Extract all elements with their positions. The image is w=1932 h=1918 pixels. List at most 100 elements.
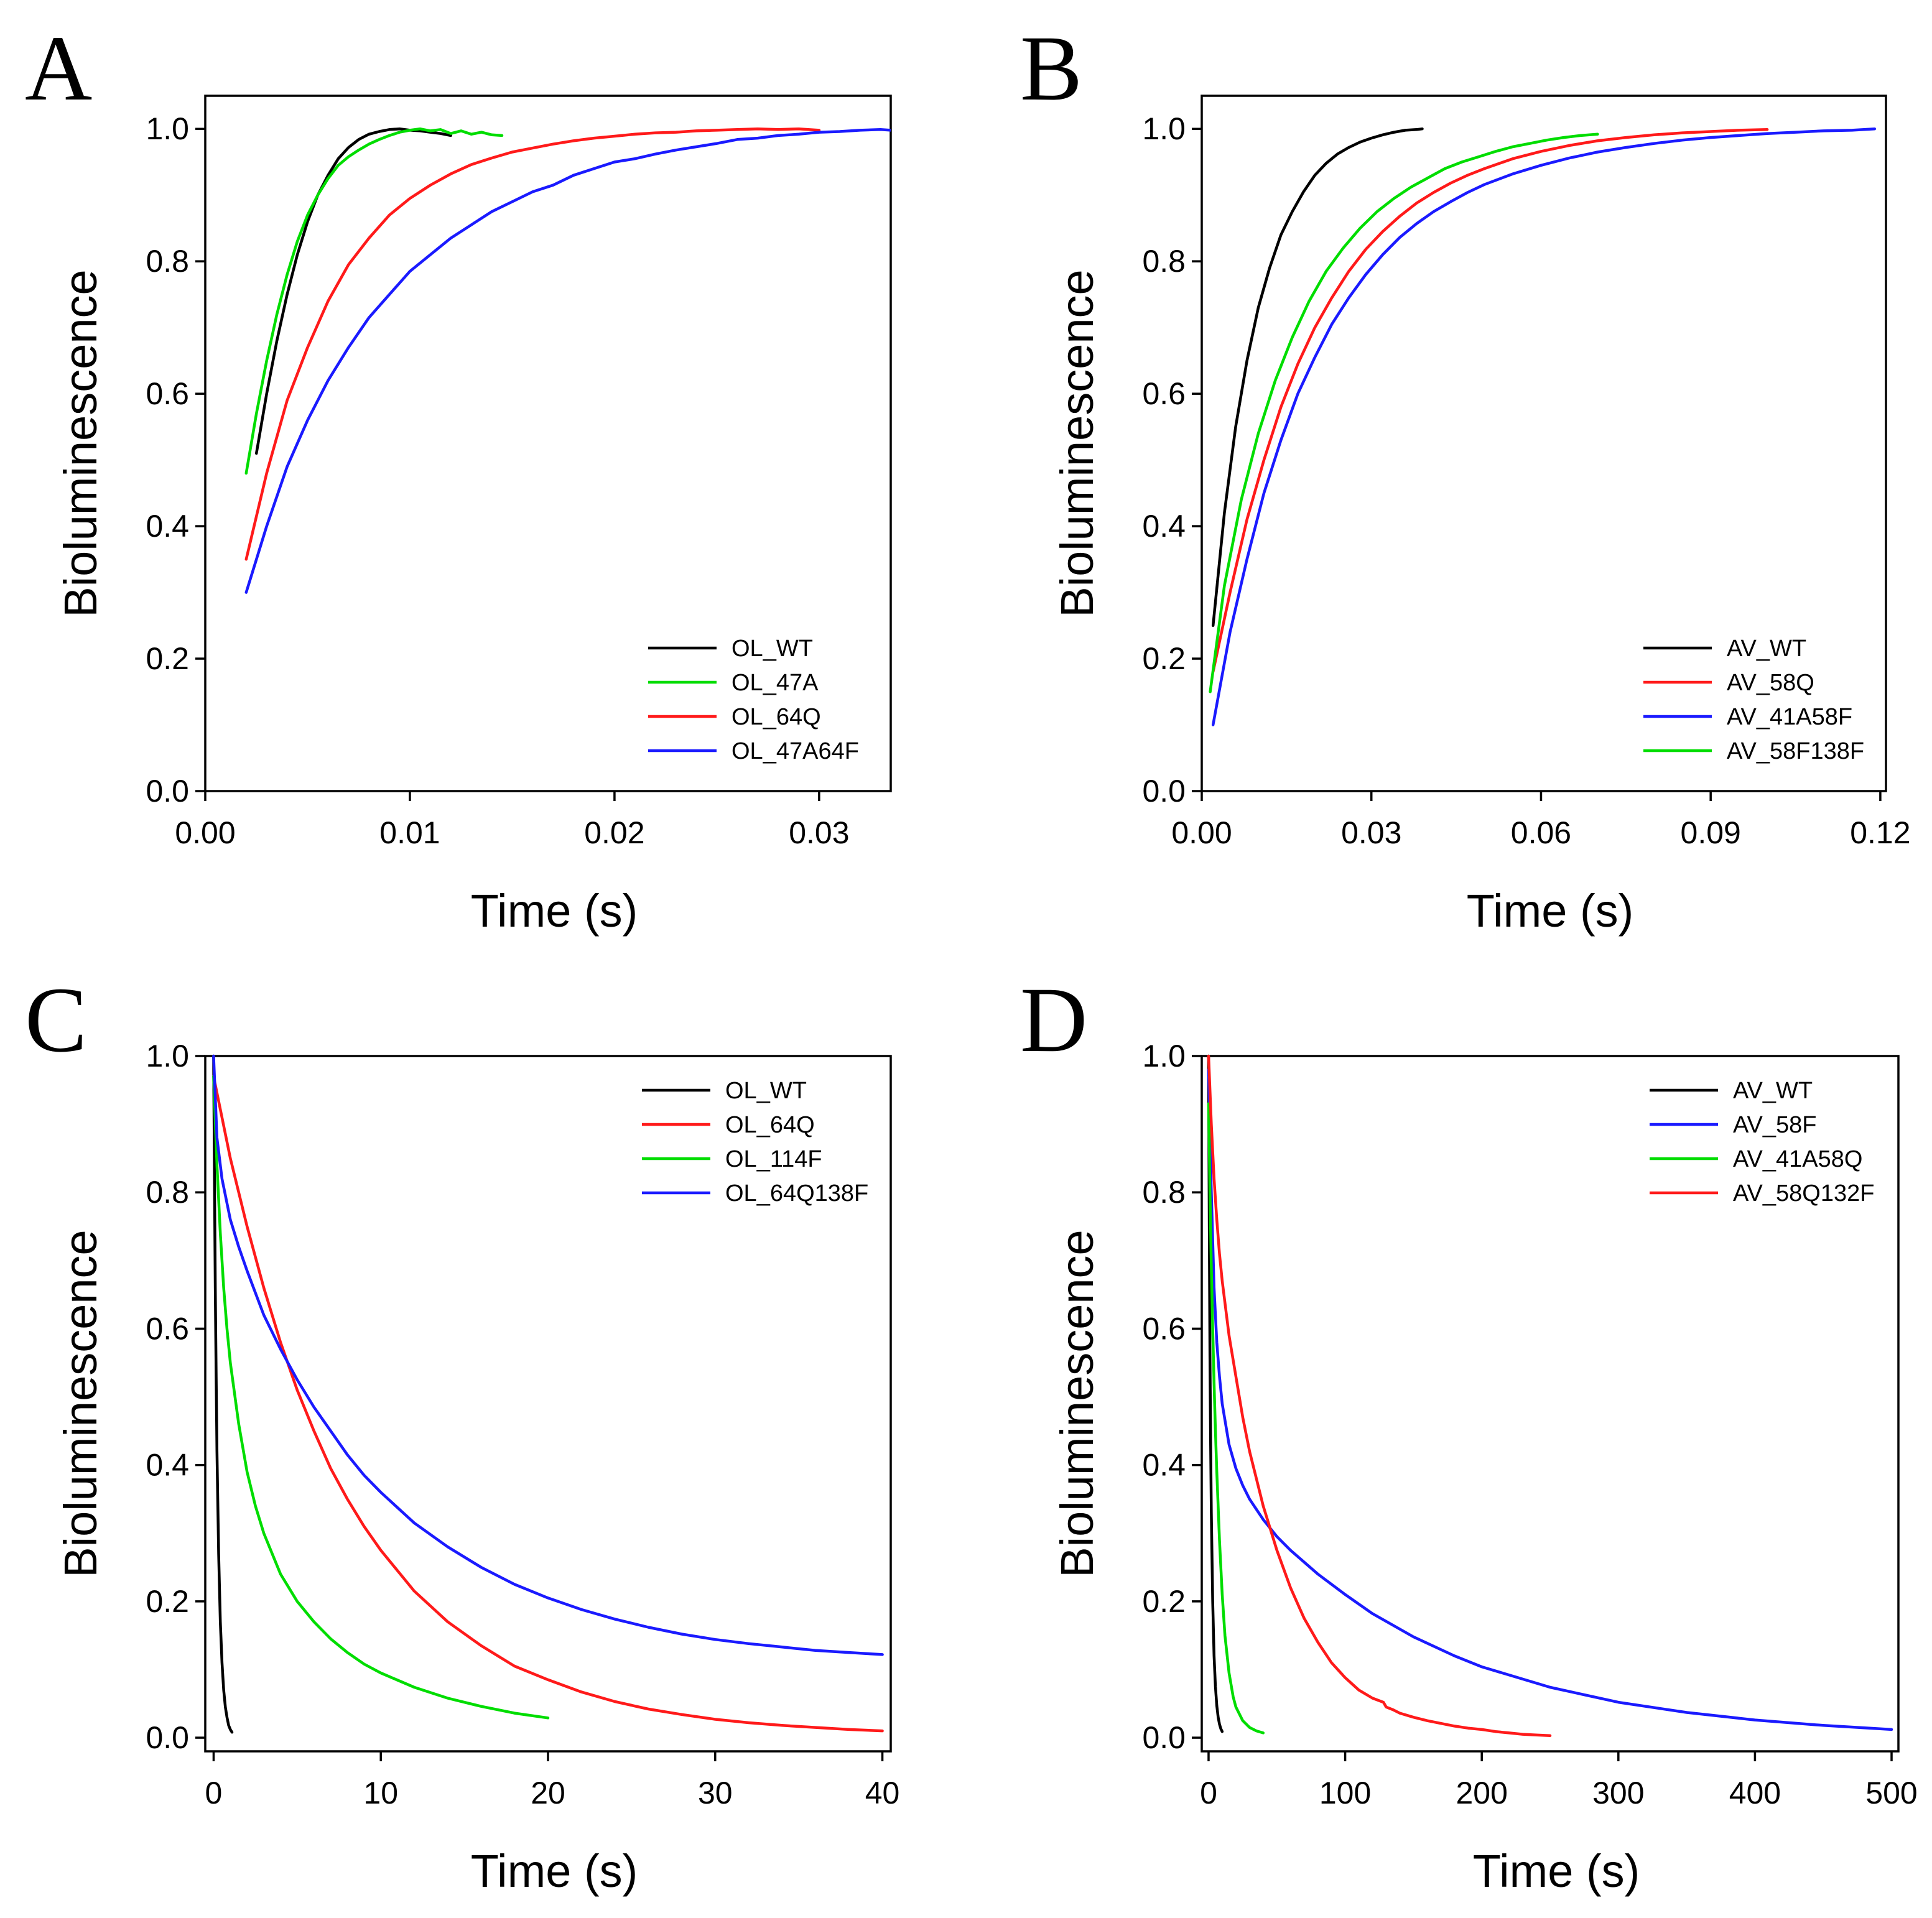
y-tick-label: 1.0 xyxy=(146,1039,189,1073)
x-tick-label: 0.01 xyxy=(379,815,440,850)
x-tick-label: 0.00 xyxy=(1171,815,1232,850)
x-tick-label: 0 xyxy=(1200,1776,1217,1810)
chart-panel-c: C 0.0 0.2 0.4 0.6 0.8 1.0 0 10 20 30 40 Time (s) Biol… xyxy=(25,968,899,1897)
y-tick-label: 0.2 xyxy=(146,1584,189,1619)
y-tick-label: 0.0 xyxy=(1142,774,1186,808)
series-line-av-58f xyxy=(1207,1068,1893,1731)
chart-panel-b: B 0.0 0.2 0.4 0.6 0.8 1.0 0.00 0.03 0.06 0.09 0.12 T… xyxy=(1020,17,1911,937)
x-tick-label: 400 xyxy=(1729,1776,1781,1810)
series-line-ol-114f xyxy=(212,1075,550,1720)
y-tick-label: 0.6 xyxy=(1142,376,1186,411)
x-tick-label: 0.02 xyxy=(584,815,644,850)
plot-frame xyxy=(1201,1055,1900,1753)
y-tick-label: 0.6 xyxy=(146,1311,189,1346)
plot-frame xyxy=(204,95,892,792)
y-tick-label: 1.0 xyxy=(146,111,189,146)
legend-label: OL_64Q xyxy=(725,1112,815,1138)
legend-label: OL_WT xyxy=(725,1078,807,1104)
series-line-av-41a58f xyxy=(1211,127,1877,726)
series-line-ol-wt xyxy=(212,1054,234,1734)
y-tick-label: 0.4 xyxy=(1142,509,1186,544)
legend: AV_WT AV_58Q AV_41A58F AV_58F138F xyxy=(1643,636,1864,764)
x-tick-label: 300 xyxy=(1592,1776,1644,1810)
series-line-av-wt xyxy=(1207,1054,1224,1733)
x-tick-label: 10 xyxy=(363,1776,398,1810)
legend-label: AV_58Q132F xyxy=(1733,1180,1874,1207)
x-tick-label: 0.06 xyxy=(1511,815,1571,850)
panel-letter: A xyxy=(25,17,92,120)
series-line-ol-64q138f xyxy=(212,1054,884,1656)
x-tick-label: 500 xyxy=(1865,1776,1917,1810)
legend-label: OL_114F xyxy=(725,1146,822,1172)
series-line-ol-47a xyxy=(244,127,504,475)
legend-label: OL_47A64F xyxy=(731,738,859,764)
y-tick-label: 0.6 xyxy=(146,376,189,411)
legend: AV_WT AV_58F AV_41A58Q AV_58Q132F xyxy=(1650,1078,1874,1207)
x-tick-label: 0.03 xyxy=(789,815,849,850)
panel-letter: C xyxy=(25,968,87,1072)
series-line-ol-wt xyxy=(254,127,452,455)
series-line-av-58q xyxy=(1211,128,1769,674)
y-tick-label: 1.0 xyxy=(1142,111,1186,146)
y-axis-title: Bioluminescence xyxy=(1051,1230,1103,1577)
y-tick-label: 0.8 xyxy=(1142,244,1186,279)
x-axis-title: Time (s) xyxy=(1473,1845,1640,1897)
legend: OL_WT OL_64Q OL_114F OL_64Q138F xyxy=(642,1078,868,1207)
y-tick-label: 0.8 xyxy=(1142,1175,1186,1210)
legend-label: AV_58F138F xyxy=(1727,738,1864,764)
series-line-av-wt xyxy=(1211,127,1424,628)
x-tick-label: 0.00 xyxy=(175,815,235,850)
legend-label: AV_58Q xyxy=(1727,670,1814,696)
x-tick-label: 40 xyxy=(865,1776,900,1810)
y-tick-label: 1.0 xyxy=(1142,1039,1186,1073)
panel-letter: D xyxy=(1020,968,1087,1072)
x-axis-title: Time (s) xyxy=(1467,885,1634,937)
y-tick-label: 0.6 xyxy=(1142,1311,1186,1346)
legend-label: AV_41A58Q xyxy=(1733,1146,1862,1172)
legend-label: AV_41A58F xyxy=(1727,704,1852,730)
y-axis-title: Bioluminescence xyxy=(1051,269,1103,617)
x-axis-title: Time (s) xyxy=(471,885,638,937)
legend: OL_WT OL_47A OL_64Q OL_47A64F xyxy=(648,636,859,764)
x-tick-label: 0.03 xyxy=(1341,815,1401,850)
series-line-av-58f138f xyxy=(1209,132,1599,693)
y-tick-label: 0.0 xyxy=(1142,1720,1186,1755)
y-tick-label: 0.8 xyxy=(146,244,189,279)
panel-letter: B xyxy=(1020,17,1082,120)
series-line-ol-64q xyxy=(244,127,821,561)
series-line-av-41a58q xyxy=(1207,1102,1265,1735)
x-tick-label: 100 xyxy=(1319,1776,1371,1810)
x-tick-label: 0 xyxy=(205,1776,223,1810)
x-tick-label: 200 xyxy=(1456,1776,1507,1810)
y-tick-label: 0.4 xyxy=(1142,1448,1186,1483)
x-tick-label: 0.12 xyxy=(1850,815,1910,850)
legend-label: OL_47A xyxy=(731,670,819,696)
y-axis-title: Bioluminescence xyxy=(55,269,106,617)
series-line-av-58q132f xyxy=(1207,1054,1552,1738)
plot-frame xyxy=(1201,95,1887,792)
x-axis-title: Time (s) xyxy=(471,1845,638,1897)
chart-panel-a: A 0.0 0.2 0.4 0.6 0.8 1.0 0.00 0.01 0.02 0.03 Time … xyxy=(25,17,892,937)
x-tick-label: 20 xyxy=(531,1776,565,1810)
series-line-ol-64q xyxy=(212,1075,884,1733)
y-tick-label: 0.8 xyxy=(146,1175,189,1210)
legend-label: AV_WT xyxy=(1733,1078,1813,1104)
y-tick-label: 0.4 xyxy=(146,1448,189,1483)
legend-label: OL_64Q xyxy=(731,704,821,730)
y-tick-label: 0.0 xyxy=(146,1720,189,1755)
y-tick-label: 0.0 xyxy=(146,774,189,808)
y-tick-label: 0.2 xyxy=(1142,641,1186,676)
legend-label: AV_WT xyxy=(1727,636,1806,662)
y-tick-label: 0.2 xyxy=(146,641,189,676)
x-tick-label: 30 xyxy=(698,1776,733,1810)
x-tick-label: 0.09 xyxy=(1681,815,1741,850)
legend-label: OL_64Q138F xyxy=(725,1180,868,1207)
y-tick-label: 0.2 xyxy=(1142,1584,1186,1619)
chart-panel-d: D 0.0 0.2 0.4 0.6 0.8 1.0 0 100 200 300 400 500 Time … xyxy=(1020,968,1918,1897)
legend-label: AV_58F xyxy=(1733,1112,1816,1138)
y-tick-label: 0.4 xyxy=(146,509,189,544)
y-axis-title: Bioluminescence xyxy=(55,1230,106,1577)
series-line-ol-47a64f xyxy=(244,128,891,594)
legend-label: OL_WT xyxy=(731,636,813,662)
